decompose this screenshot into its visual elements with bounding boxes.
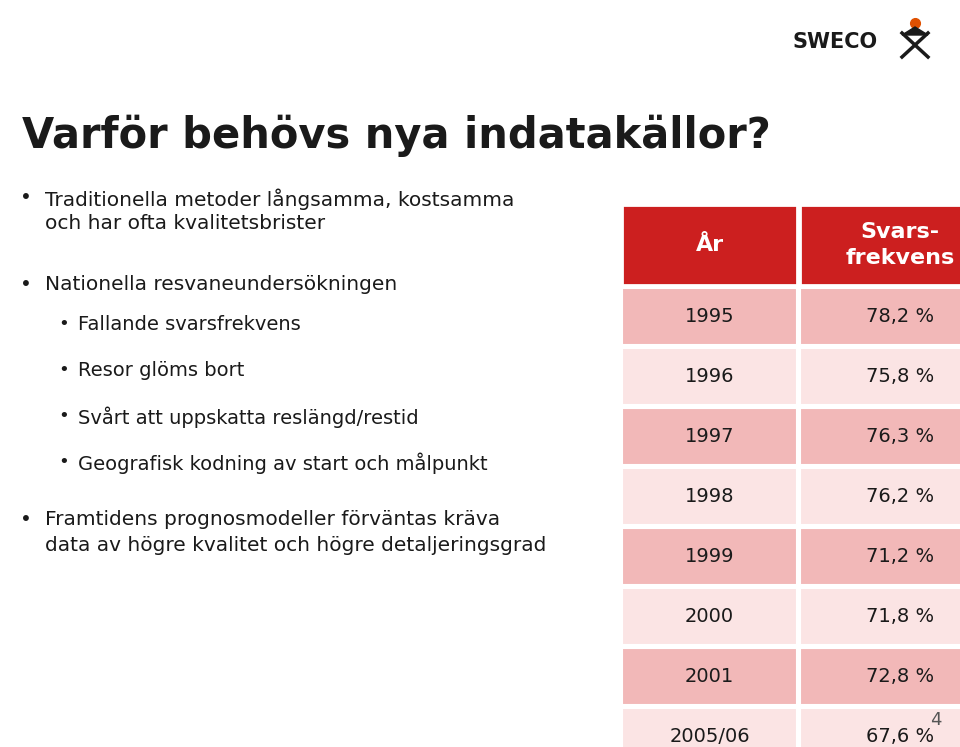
Text: •: • [20,188,32,207]
FancyBboxPatch shape [800,288,960,345]
Text: 67,6 %: 67,6 % [866,727,934,746]
Text: •: • [58,407,69,425]
Text: 76,2 %: 76,2 % [866,487,934,506]
Text: Geografisk kodning av start och målpunkt: Geografisk kodning av start och målpunkt [78,453,488,474]
Text: 78,2 %: 78,2 % [866,307,934,326]
Text: •: • [58,361,69,379]
FancyBboxPatch shape [800,528,960,585]
Text: 1995: 1995 [684,307,734,326]
Text: 71,2 %: 71,2 % [866,547,934,566]
FancyBboxPatch shape [622,288,797,345]
Text: 1997: 1997 [684,427,734,446]
Text: SWECO: SWECO [793,32,878,52]
FancyBboxPatch shape [622,468,797,525]
Text: 75,8 %: 75,8 % [866,367,934,386]
Text: 2000: 2000 [684,607,734,626]
FancyBboxPatch shape [622,648,797,705]
Text: data av högre kvalitet och högre detaljeringsgrad: data av högre kvalitet och högre detalje… [45,536,546,555]
Text: 4: 4 [930,711,942,729]
Text: Svars-
frekvens: Svars- frekvens [846,222,954,268]
FancyBboxPatch shape [800,348,960,405]
Text: och har ofta kvalitetsbrister: och har ofta kvalitetsbrister [45,214,325,233]
Text: 72,8 %: 72,8 % [866,667,934,686]
FancyBboxPatch shape [800,648,960,705]
Text: •: • [20,275,32,294]
Text: Svårt att uppskatta reslängd/restid: Svårt att uppskatta reslängd/restid [78,407,419,429]
Text: •: • [20,510,32,529]
Text: 2005/06: 2005/06 [669,727,750,746]
Text: 71,8 %: 71,8 % [866,607,934,626]
Text: År: År [695,235,724,255]
Polygon shape [902,27,928,35]
Text: 1998: 1998 [684,487,734,506]
FancyBboxPatch shape [622,205,797,285]
Text: 76,3 %: 76,3 % [866,427,934,446]
Text: Framtidens prognosmodeller förväntas kräva: Framtidens prognosmodeller förväntas krä… [45,510,500,529]
Text: Nationella resvaneundersökningen: Nationella resvaneundersökningen [45,275,397,294]
FancyBboxPatch shape [800,588,960,645]
Text: Resor glöms bort: Resor glöms bort [78,361,245,380]
Text: Traditionella metoder långsamma, kostsamma: Traditionella metoder långsamma, kostsam… [45,188,515,209]
Text: 1999: 1999 [684,547,734,566]
Text: 1996: 1996 [684,367,734,386]
Text: #1a1a1a: #1a1a1a [883,37,890,39]
FancyBboxPatch shape [622,708,797,747]
FancyBboxPatch shape [622,588,797,645]
Text: •: • [58,453,69,471]
Text: 2001: 2001 [684,667,734,686]
FancyBboxPatch shape [800,205,960,285]
FancyBboxPatch shape [622,348,797,405]
Text: •: • [58,315,69,333]
FancyBboxPatch shape [622,408,797,465]
FancyBboxPatch shape [622,528,797,585]
FancyBboxPatch shape [800,708,960,747]
Text: Varför behövs nya indatakällor?: Varför behövs nya indatakällor? [22,115,771,158]
Text: Fallande svarsfrekvens: Fallande svarsfrekvens [78,315,300,334]
FancyBboxPatch shape [800,468,960,525]
FancyBboxPatch shape [800,408,960,465]
